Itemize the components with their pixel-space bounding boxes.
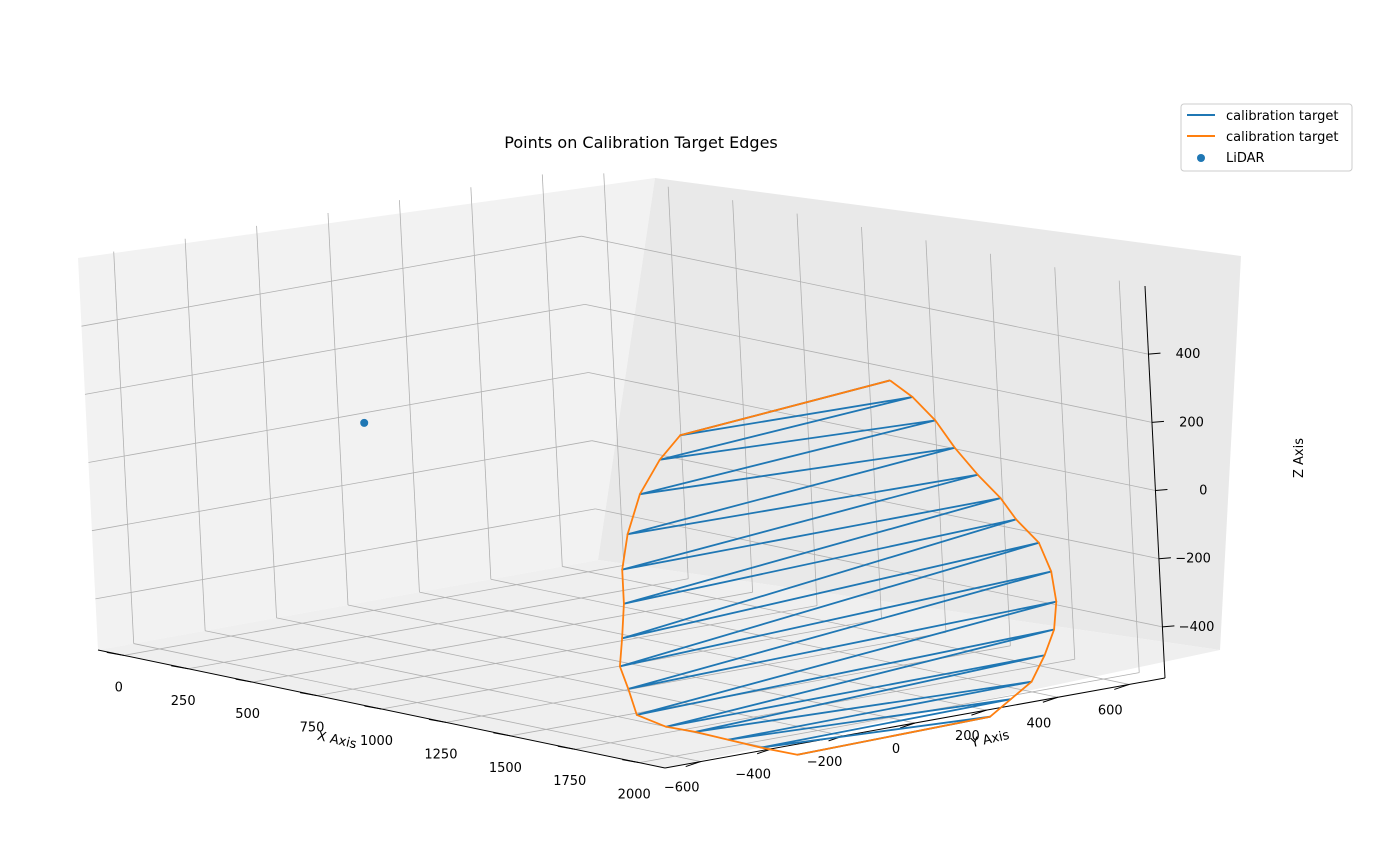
y-tick-label: 0 (892, 742, 900, 757)
grid-line-y-wall (256, 225, 277, 618)
y-tick-mark (971, 709, 987, 716)
chart-title: Points on Calibration Target Edges (504, 133, 778, 152)
z-tick-mark (1158, 557, 1171, 560)
grid-line-x-wall (796, 213, 818, 606)
grid-line-z-left (81, 235, 582, 327)
x-tick-label: 1000 (360, 734, 393, 749)
y-tick-label: 200 (955, 729, 980, 744)
x-tick-label: 500 (235, 707, 260, 722)
x-axis-label: X Axis (316, 729, 359, 753)
x-tick-label: 1500 (489, 761, 522, 776)
pane-right (598, 178, 1241, 650)
y-tick-mark (685, 761, 701, 768)
pane-left (78, 178, 655, 650)
x-tick-label: 750 (300, 721, 325, 736)
lidar-point (360, 418, 369, 427)
x-tick-label: 2000 (618, 788, 651, 803)
grid-line-x-wall (667, 186, 689, 579)
x-tick-mark (171, 665, 189, 670)
legend-box (1180, 103, 1353, 172)
grid-line-x-wall (1054, 267, 1076, 660)
series-line-outline (619, 379, 1058, 756)
x-tick-mark (106, 651, 124, 656)
z-tick-label: −400 (1179, 620, 1215, 635)
z-tick-label: −200 (1175, 552, 1211, 567)
grid-line-x-wall (1118, 280, 1140, 673)
grid-line-y-wall (184, 238, 206, 631)
z-tick-mark (1155, 489, 1168, 492)
legend-swatch-lidar-point (1197, 154, 1205, 162)
x-tick-label: 1250 (424, 747, 457, 762)
x-tick-mark (299, 692, 318, 697)
z-axis-line (1144, 285, 1166, 679)
z-tick-mark (1162, 625, 1175, 628)
z-ticks: −400 −200 0 200 400 (1148, 347, 1214, 635)
grid-line-z-back (581, 235, 1149, 355)
grid-line-z-back (584, 303, 1153, 423)
z-tick-label: 200 (1179, 415, 1204, 430)
pane-floor (98, 560, 1220, 768)
z-tick-label: 400 (1176, 347, 1201, 362)
y-tick-label: −200 (807, 755, 843, 770)
grid-line-x-wall (603, 173, 625, 566)
grid-line-y-wall (113, 251, 135, 644)
x-tick-label: 0 (115, 680, 123, 695)
grid-line-x-wall (861, 226, 882, 620)
plot-data (360, 379, 1058, 756)
x-tick-mark (493, 732, 511, 737)
x-tick-mark (364, 705, 382, 710)
series-line-zigzag (619, 379, 1058, 756)
legend-label-calibration-target-2: calibration target (1226, 130, 1338, 145)
grid-line-z-back (588, 372, 1156, 491)
grid-line-x-wall (925, 240, 947, 633)
x-ticks: 0 250 500 750 1000 1250 1500 1750 2000 (106, 651, 651, 803)
z-tick-label: 0 (1199, 484, 1207, 499)
x-tick-mark (622, 759, 640, 764)
legend: calibration target calibration target Li… (1180, 103, 1353, 172)
legend-label-calibration-target-1: calibration target (1226, 109, 1338, 124)
grid-line-y-wall (327, 212, 349, 606)
grid-line-y-floor (562, 566, 1130, 685)
x-tick-mark (557, 745, 575, 750)
grid-line-z-left (88, 372, 589, 463)
x-tick-label: 250 (171, 694, 196, 709)
z-axis-label: Z Axis (1292, 438, 1307, 478)
grid-line-z-left (91, 440, 592, 532)
z-tick-mark (1148, 352, 1161, 355)
grid-line-y-wall (399, 200, 420, 593)
y-tick-mark (1042, 696, 1059, 703)
y-ticks: −600 −400 −200 0 200 400 600 (664, 683, 1130, 796)
grid-line-y-wall (470, 187, 492, 580)
x-tick-label: 1750 (553, 774, 586, 789)
x-tick-mark (235, 678, 253, 683)
z-tick-mark (1151, 420, 1164, 423)
grid-line-z-left (84, 303, 586, 395)
y-tick-label: 400 (1026, 716, 1051, 731)
grid-line-y-floor (419, 591, 987, 711)
y-tick-mark (899, 722, 916, 729)
grid-line-z-back (595, 508, 1163, 628)
grid-line-y-floor (276, 617, 844, 737)
y-tick-label: 600 (1098, 703, 1123, 718)
y-tick-label: −600 (664, 781, 700, 796)
y-tick-mark (1114, 683, 1130, 690)
grid-line-y-floor (490, 578, 1058, 698)
grid-line-y-wall (541, 174, 563, 567)
grid-line-z-back (591, 440, 1159, 560)
x-tick-mark (428, 718, 447, 723)
y-tick-label: −400 (735, 768, 771, 783)
grid-line-x-wall (732, 200, 754, 593)
grid-line-y-floor (133, 643, 701, 762)
legend-label-lidar: LiDAR (1226, 151, 1265, 166)
grid-line-z-left (95, 508, 596, 600)
